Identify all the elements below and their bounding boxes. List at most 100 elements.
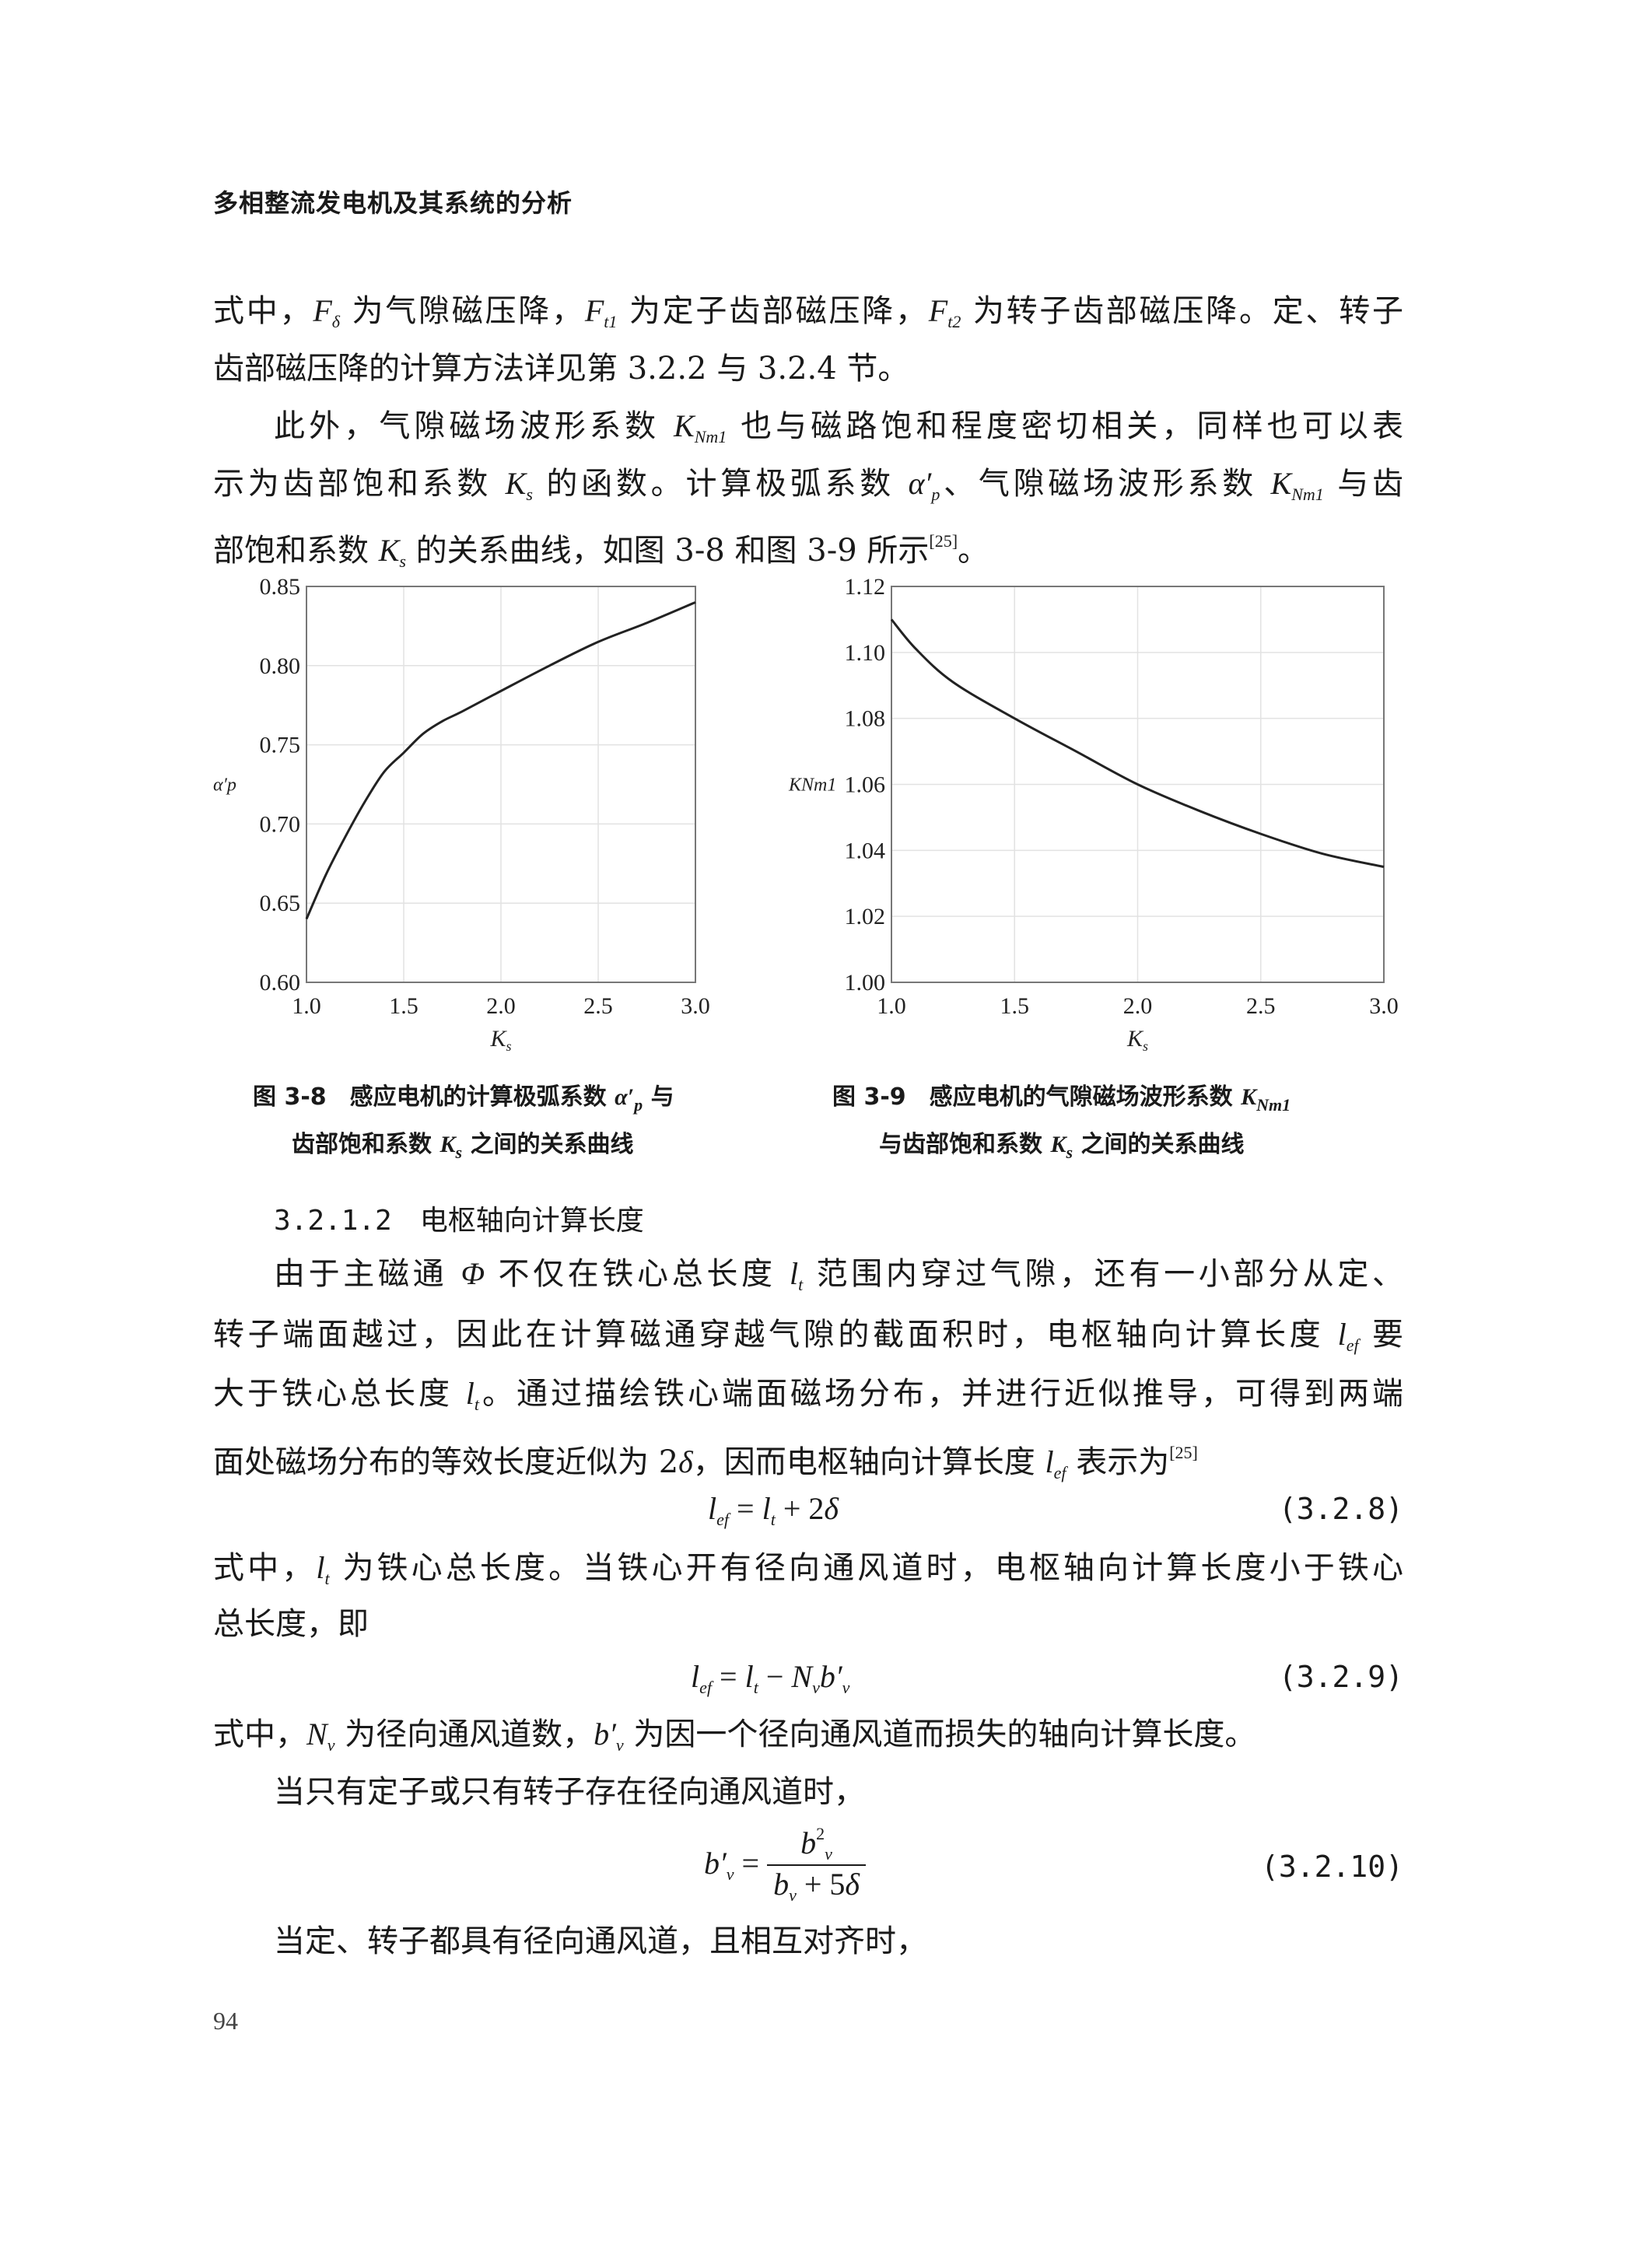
figure-caption-3-8: 图 3-8 感应电机的计算极弧系数 α′p 与 [253, 1077, 674, 1115]
math-symbol: l [762, 1491, 771, 1526]
math-symbol: b′ [704, 1846, 727, 1881]
subscript: s [1066, 1143, 1073, 1162]
text-run: 大于铁心总长度 [213, 1376, 466, 1412]
text-run: 式中， [213, 1550, 317, 1586]
text-run: 部饱和系数 [213, 533, 379, 569]
text-line: 转子端面越过，因此在计算磁通穿越气隙的截面积时，电枢轴向计算长度 lef 要 [213, 1314, 1403, 1366]
text-line: 式中，lt 为铁心总长度。当铁心开有径向通风道时，电枢轴向计算长度小于铁心 [213, 1548, 1403, 1599]
text-run: 示为齿部饱和系数 [213, 466, 506, 502]
equation-number: (3.2.10) [1260, 1850, 1403, 1884]
figure-caption-3-9: 图 3-9 感应电机的气隙磁场波形系数 KNm1 [832, 1077, 1291, 1115]
text-run: 面处磁场分布的等效长度近似为 2 [213, 1444, 679, 1480]
subscript: v [825, 1844, 832, 1864]
math-symbol: l [1045, 1444, 1054, 1479]
text-line: 面处磁场分布的等效长度近似为 2δ，因而电枢轴向计算长度 lef 表示为[25] [213, 1433, 1403, 1493]
y-tick-label: 1.10 [845, 640, 886, 666]
math-symbol: N [791, 1659, 813, 1694]
text-run: 图 3-9 感应电机的气隙磁场波形系数 [832, 1083, 1242, 1111]
subscript: t [753, 1678, 758, 1697]
y-tick-label: 1.06 [845, 772, 886, 798]
math-symbol: F [928, 293, 948, 328]
subscript: s [399, 551, 406, 571]
subscript: ef [699, 1678, 713, 1697]
subscript: δ [331, 312, 340, 331]
text-run: 式中， [213, 1717, 306, 1752]
subscript: v [812, 1678, 820, 1697]
text-run: + 2 [775, 1491, 825, 1526]
x-tick-label: 2.5 [583, 993, 613, 1019]
x-tick-label: 2.0 [486, 993, 516, 1019]
x-tick-label: 3.0 [681, 993, 710, 1019]
text-run: 之间的关系曲线 [1073, 1131, 1245, 1158]
text-run: 、气隙磁场波形系数 [940, 466, 1271, 502]
text-run: 式中， [213, 293, 313, 329]
text-run: 的关系曲线，如图 3-8 和图 3-9 所示 [405, 533, 930, 569]
subscript: t [474, 1395, 479, 1414]
math-symbol: l [691, 1659, 700, 1694]
text-run: 齿部磁压降的计算方法详见第 3.2.2 与 3.2.4 节。 [213, 351, 909, 387]
text-run: 图 3-8 感应电机的计算极弧系数 [253, 1083, 615, 1111]
equation-lhs: b′v = [704, 1846, 767, 1884]
math-symbol: δ [678, 1444, 693, 1479]
math-symbol: Φ [461, 1256, 485, 1291]
math-symbol: l [316, 1550, 325, 1585]
equation-3-2-8: lef = lt + 2δ [708, 1490, 839, 1530]
math-symbol: l [465, 1376, 475, 1411]
math-symbol: F [313, 293, 332, 328]
math-symbol: l [708, 1491, 717, 1526]
math-symbol: δ [845, 1867, 860, 1902]
y-tick-label: 0.70 [260, 811, 301, 837]
x-tick-label: 1.0 [292, 993, 321, 1019]
math-symbol: b′ [819, 1659, 842, 1694]
y-axis-label: KNm1 [788, 775, 836, 796]
text-run: 。 [958, 533, 989, 569]
text-line: 当只有定子或只有转子存在径向通风道时， [274, 1772, 1403, 1812]
text-line: 大于铁心总长度 lt。通过描绘铁心端面磁场分布，并进行近似推导，可得到两端 [213, 1374, 1403, 1425]
section-number: 3.2.1.2 [274, 1205, 392, 1237]
math-symbol: N [306, 1717, 327, 1752]
y-tick-label: 0.85 [260, 574, 301, 600]
text-run: 转子端面越过，因此在计算磁通穿越气隙的截面积时，电枢轴向计算长度 [213, 1317, 1338, 1353]
fraction: b2v bv + 5δ [767, 1824, 866, 1906]
text-run: = [729, 1491, 762, 1526]
math-symbol: l [744, 1659, 754, 1694]
running-header: 多相整流发电机及其系统的分析 [213, 188, 573, 218]
subscript: Nm1 [694, 427, 727, 446]
text-run: ，因而电枢轴向计算长度 [692, 1444, 1045, 1480]
page-number: 94 [213, 2007, 238, 2035]
equation-number: (3.2.9) [1278, 1660, 1403, 1694]
data-series-line [890, 618, 1385, 869]
math-symbol: l [790, 1256, 799, 1291]
equation-number: (3.2.8) [1278, 1492, 1403, 1526]
text-line: 由于主磁通 Φ 不仅在铁心总长度 lt 范围内穿过气隙，还有一小部分从定、 [274, 1254, 1403, 1305]
subscript: v [726, 1864, 734, 1884]
text-run: 之间的关系曲线 [462, 1131, 634, 1158]
subscript: ef [716, 1510, 730, 1529]
math-symbol: K [1241, 1084, 1257, 1110]
math-symbol: δ [824, 1491, 839, 1526]
subscript: s [455, 1143, 463, 1162]
y-tick-label: 1.08 [845, 706, 886, 732]
math-symbol: K [1270, 466, 1292, 501]
y-axis-label: α′p [213, 775, 236, 796]
text-run: + 5 [796, 1867, 846, 1902]
subscript: ef [1346, 1335, 1359, 1355]
x-tick-label: 2.5 [1246, 993, 1276, 1019]
subscript: Nm1 [1291, 485, 1324, 504]
subscript: Nm1 [1256, 1095, 1291, 1115]
subscript: v [842, 1678, 850, 1697]
text-line: 此外，气隙磁场波形系数 KNm1 也与磁路饱和程度密切相关，同样也可以表 [274, 406, 1403, 457]
text-run: 总长度，即 [213, 1606, 369, 1642]
math-symbol: K [505, 466, 527, 501]
text-run: 为径向通风道数， [334, 1717, 594, 1752]
denominator: bv + 5δ [767, 1866, 866, 1906]
math-symbol: F [584, 293, 604, 328]
superscript: [25] [1169, 1443, 1198, 1462]
section-title: 电枢轴向计算长度 [419, 1205, 644, 1237]
subscript: t2 [947, 312, 961, 331]
data-series-line [305, 600, 696, 920]
text-line: 式中，Fδ 为气隙磁压降，Ft1 为定子齿部磁压降，Ft2 为转子齿部磁压降。定… [213, 291, 1403, 342]
x-tick-label: 1.0 [877, 993, 906, 1019]
text-run: 齿部饱和系数 [292, 1131, 440, 1158]
text-run: 为气隙磁压降， [339, 293, 585, 329]
